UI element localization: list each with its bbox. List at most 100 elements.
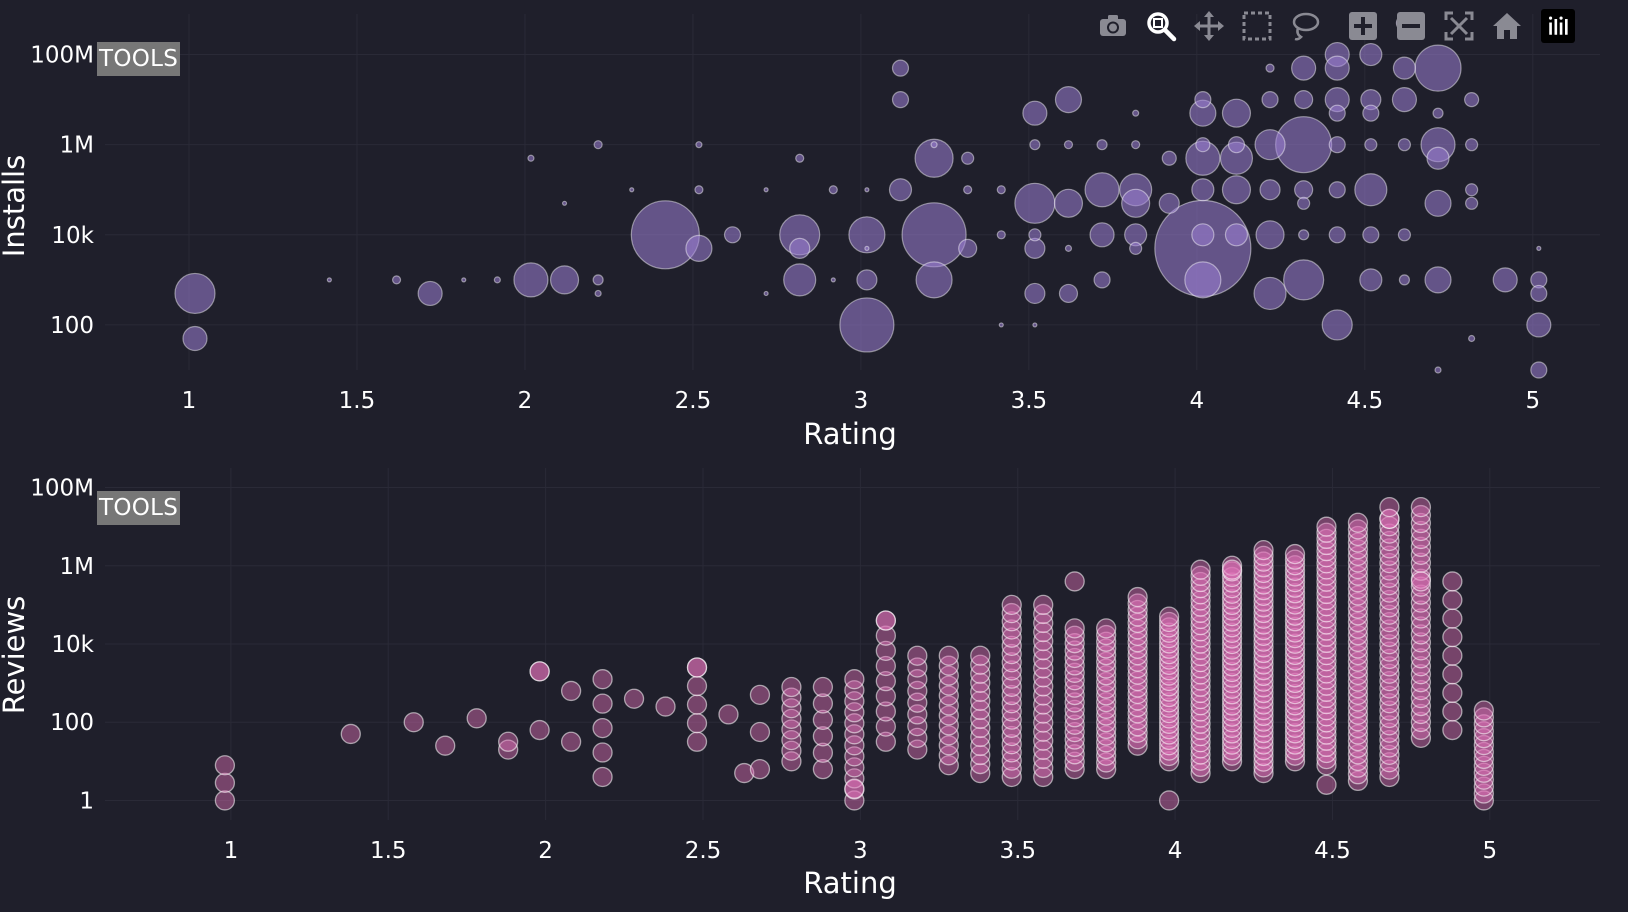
installs-bubble[interactable] — [1261, 91, 1279, 109]
reviews-point[interactable] — [1064, 736, 1085, 758]
reviews-point[interactable] — [1442, 701, 1463, 722]
reviews-point[interactable] — [1033, 594, 1054, 616]
installs-bubble[interactable] — [856, 269, 878, 291]
reviews-point[interactable] — [1410, 703, 1432, 725]
reviews-point[interactable] — [1221, 723, 1243, 744]
reviews-point[interactable] — [1379, 752, 1400, 773]
plotly-logo-button[interactable] — [1541, 9, 1575, 43]
reviews-point[interactable] — [1253, 722, 1274, 744]
installs-bubble[interactable] — [1294, 180, 1314, 200]
installs-bubble[interactable] — [513, 262, 549, 298]
reviews-point[interactable] — [592, 766, 613, 788]
reviews-point[interactable] — [1001, 627, 1022, 648]
reviews-point[interactable] — [1284, 667, 1306, 688]
installs-bubble[interactable] — [1227, 136, 1246, 154]
reviews-point[interactable] — [1379, 641, 1400, 662]
installs-bubble[interactable] — [1158, 192, 1180, 214]
reviews-point[interactable] — [1410, 672, 1432, 693]
reviews-point[interactable] — [1473, 700, 1494, 721]
reviews-point[interactable] — [1064, 714, 1085, 735]
reviews-point[interactable] — [1442, 627, 1463, 648]
reviews-point[interactable] — [1158, 611, 1180, 633]
reviews-point[interactable] — [1221, 717, 1243, 738]
reviews-point[interactable] — [844, 790, 865, 811]
installs-bubble[interactable] — [1221, 175, 1252, 205]
installs-bubble[interactable] — [1259, 179, 1281, 201]
reviews-point[interactable] — [1316, 528, 1337, 550]
reviews-point[interactable] — [498, 731, 519, 752]
reviews-point[interactable] — [1253, 625, 1274, 647]
reviews-point[interactable] — [592, 717, 613, 739]
reviews-point[interactable] — [1410, 592, 1432, 613]
reviews-point[interactable] — [214, 772, 236, 793]
reviews-point[interactable] — [1253, 562, 1274, 584]
reviews-point[interactable] — [1379, 611, 1400, 633]
installs-bubble[interactable] — [789, 237, 811, 259]
reviews-point[interactable] — [592, 742, 613, 763]
reviews-point[interactable] — [1221, 661, 1243, 683]
reviews-point[interactable] — [1001, 652, 1022, 673]
reviews-point[interactable] — [1158, 617, 1180, 638]
reviews-point[interactable] — [1253, 688, 1274, 709]
reviews-point[interactable] — [1158, 606, 1180, 627]
reviews-point[interactable] — [1158, 719, 1180, 740]
installs-bubble[interactable] — [417, 280, 443, 307]
installs-bubble[interactable] — [1121, 188, 1151, 218]
reviews-point[interactable] — [1253, 585, 1274, 607]
reviews-point[interactable] — [1158, 622, 1180, 643]
reviews-point[interactable] — [1253, 745, 1274, 767]
installs-bubble[interactable] — [1265, 63, 1275, 73]
reviews-point[interactable] — [1253, 631, 1274, 652]
box-select-button[interactable] — [1239, 8, 1275, 44]
reviews-point[interactable] — [1379, 552, 1400, 574]
reviews-point[interactable] — [1001, 758, 1022, 779]
reviews-point[interactable] — [844, 691, 865, 712]
installs-bubble[interactable] — [1426, 146, 1450, 170]
reviews-point[interactable] — [875, 640, 896, 661]
reviews-point[interactable] — [1410, 648, 1432, 669]
reviews-point[interactable] — [1253, 545, 1274, 566]
reviews-point[interactable] — [1473, 707, 1494, 728]
reviews-point[interactable] — [1221, 566, 1243, 588]
installs-bubble[interactable] — [1224, 223, 1249, 247]
reviews-point[interactable] — [1379, 634, 1400, 655]
reviews-point[interactable] — [875, 671, 896, 692]
reviews-point[interactable] — [1284, 549, 1306, 570]
reviews-point[interactable] — [592, 693, 613, 714]
installs-bubble[interactable] — [592, 274, 604, 286]
reviews-point[interactable] — [1284, 661, 1306, 682]
reviews-point[interactable] — [1190, 559, 1211, 580]
reviews-point[interactable] — [1379, 759, 1400, 780]
reviews-point[interactable] — [1253, 591, 1274, 612]
reviews-point[interactable] — [1221, 650, 1243, 671]
installs-bubble[interactable] — [493, 276, 501, 284]
reviews-point[interactable] — [812, 693, 834, 714]
reviews-point[interactable] — [1473, 748, 1494, 770]
reviews-point[interactable] — [1284, 605, 1306, 626]
reviews-point[interactable] — [1284, 616, 1306, 638]
reviews-points[interactable] — [214, 496, 1494, 811]
reviews-point[interactable] — [1379, 707, 1400, 729]
reviews-point[interactable] — [686, 694, 708, 715]
reviews-point[interactable] — [812, 676, 834, 698]
reviews-point[interactable] — [1284, 678, 1306, 699]
reviews-point[interactable] — [1379, 656, 1400, 677]
reviews-point[interactable] — [1379, 693, 1400, 714]
reviews-point[interactable] — [844, 778, 865, 799]
reviews-point[interactable] — [1064, 707, 1085, 728]
installs-bubble[interactable] — [1362, 104, 1380, 122]
reviews-point[interactable] — [1158, 740, 1180, 761]
installs-bubble[interactable] — [864, 245, 870, 251]
reviews-point[interactable] — [1158, 654, 1180, 676]
reviews-point[interactable] — [844, 768, 865, 789]
reviews-point[interactable] — [1284, 566, 1306, 587]
reviews-point[interactable] — [1410, 616, 1432, 637]
installs-bubble[interactable] — [527, 154, 535, 162]
reviews-point[interactable] — [1442, 608, 1463, 629]
reviews-point[interactable] — [1158, 649, 1180, 670]
reviews-point[interactable] — [1253, 642, 1274, 664]
reviews-point[interactable] — [1253, 551, 1274, 572]
reviews-point[interactable] — [1253, 637, 1274, 658]
reviews-point[interactable] — [749, 721, 771, 743]
reviews-point[interactable] — [1253, 734, 1274, 755]
